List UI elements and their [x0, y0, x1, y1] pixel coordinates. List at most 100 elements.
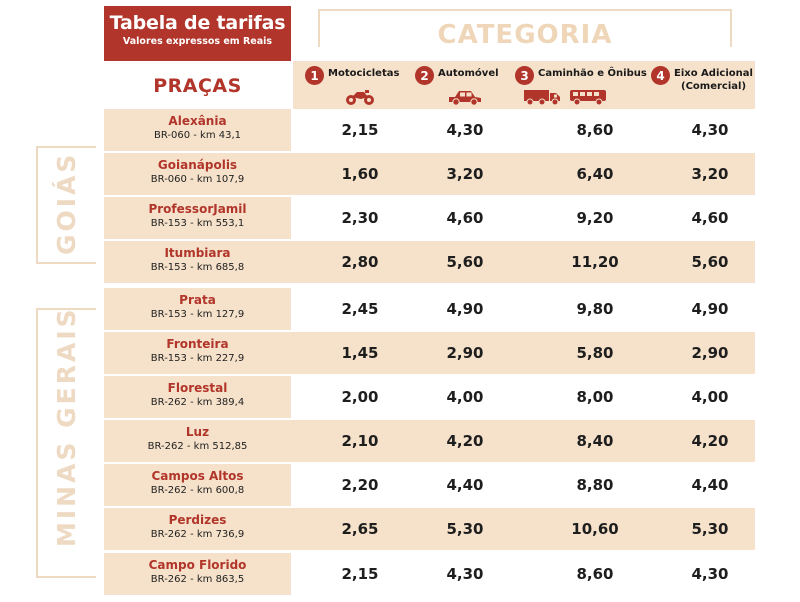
motorcycle-icon: [346, 90, 374, 105]
table-row: Prata BR-153 - km 127,9 2,45 4,90 9,80 4…: [104, 288, 755, 330]
goias-bracket-line: [36, 146, 38, 264]
category-eixo-adicional: 4 Eixo Adicional (Comercial): [651, 61, 755, 109]
tariff-automovel: 5,60: [446, 253, 484, 271]
place-cell: Campos Altos BR-262 - km 600,8: [104, 464, 291, 506]
place-cell: Campo Florido BR-262 - km 863,5: [104, 553, 291, 595]
city-name: ProfessorJamil: [148, 202, 247, 216]
city-name: Campo Florido: [148, 558, 247, 572]
tariff-caminhao-onibus: 10,60: [571, 520, 619, 538]
tariff-motocicletas: 2,30: [341, 209, 379, 227]
tariff-caminhao-onibus: 8,60: [576, 121, 614, 139]
tariff-automovel: 2,90: [446, 344, 484, 362]
category-title: CATEGORIA: [437, 20, 613, 50]
mg-bracket-line: [36, 308, 38, 578]
truck-icon: [524, 90, 560, 106]
tariff-motocicletas: 2,65: [341, 520, 379, 538]
city-name: Fronteira: [166, 337, 229, 351]
tariff-eixo-adicional: 5,60: [691, 253, 729, 271]
place-cell: Florestal BR-262 - km 389,4: [104, 376, 291, 418]
tariff-motocicletas: 2,45: [341, 300, 379, 318]
tariff-motocicletas: 1,60: [341, 165, 379, 183]
road-km: BR-262 - km 600,8: [150, 485, 245, 496]
table-row: Itumbiara BR-153 - km 685,8 2,80 5,60 11…: [104, 241, 755, 283]
tariff-eixo-adicional: 2,90: [691, 344, 729, 362]
car-icon: [449, 91, 481, 106]
city-name: Alexânia: [168, 114, 227, 128]
category-number: 2: [415, 66, 434, 85]
tariff-automovel: 4,90: [446, 300, 484, 318]
city-name: Prata: [179, 293, 216, 307]
road-km: BR-262 - km 736,9: [150, 529, 245, 540]
tariff-caminhao-onibus: 9,80: [576, 300, 614, 318]
tariff-motocicletas: 2,20: [341, 476, 379, 494]
goias-bracket-top: [36, 146, 96, 148]
category-number: 4: [651, 66, 670, 85]
title-box: Tabela de tarifas Valores expressos em R…: [104, 6, 291, 61]
table-row: Goianápolis BR-060 - km 107,9 1,60 3,20 …: [104, 153, 755, 195]
category-number: 1: [305, 66, 324, 85]
place-cell: Itumbiara BR-153 - km 685,8: [104, 241, 291, 283]
tariff-eixo-adicional: 4,20: [691, 432, 729, 450]
tariff-caminhao-onibus: 8,80: [576, 476, 614, 494]
road-km: BR-060 - km 43,1: [153, 130, 242, 141]
tariff-automovel: 3,20: [446, 165, 484, 183]
tariff-motocicletas: 2,00: [341, 388, 379, 406]
tariff-motocicletas: 1,45: [341, 344, 379, 362]
goias-bracket-bottom: [36, 262, 96, 264]
table-row: Florestal BR-262 - km 389,4 2,00 4,00 8,…: [104, 376, 755, 418]
tariff-eixo-adicional: 3,20: [691, 165, 729, 183]
tariff-caminhao-onibus: 8,60: [576, 565, 614, 583]
tariff-automovel: 4,20: [446, 432, 484, 450]
road-km: BR-153 - km 553,1: [150, 218, 245, 229]
category-motocicletas: 1 Motocicletas: [305, 61, 405, 109]
tariff-eixo-adicional: 4,00: [691, 388, 729, 406]
tariff-motocicletas: 2,10: [341, 432, 379, 450]
road-km: BR-153 - km 685,8: [150, 262, 245, 273]
table-row: Campo Florido BR-262 - km 863,5 2,15 4,3…: [104, 553, 755, 595]
city-name: Campos Altos: [151, 469, 244, 483]
category-header-band: 1 Motocicletas 2 Automóvel 3 Caminhão e …: [293, 61, 755, 109]
state-label-goias: GOIÁS: [52, 151, 81, 255]
place-cell: Fronteira BR-153 - km 227,9: [104, 332, 291, 374]
tariff-automovel: 4,30: [446, 121, 484, 139]
category-label: Automóvel: [438, 68, 499, 79]
road-km: BR-262 - km 389,4: [150, 397, 245, 408]
tariff-eixo-adicional: 5,30: [691, 520, 729, 538]
road-km: BR-262 - km 863,5: [150, 574, 245, 585]
table-subtitle: Valores expressos em Reais: [122, 36, 273, 47]
tariff-caminhao-onibus: 8,00: [576, 388, 614, 406]
tariff-eixo-adicional: 4,40: [691, 476, 729, 494]
place-cell: Prata BR-153 - km 127,9: [104, 288, 291, 330]
place-cell: ProfessorJamil BR-153 - km 553,1: [104, 197, 291, 239]
table-title: Tabela de tarifas: [109, 12, 286, 34]
tariff-automovel: 4,40: [446, 476, 484, 494]
place-cell: Perdizes BR-262 - km 736,9: [104, 508, 291, 550]
bus-icon: [570, 90, 606, 106]
category-caminhao-onibus: 3 Caminhão e Ônibus: [515, 61, 655, 109]
place-cell: Alexânia BR-060 - km 43,1: [104, 109, 291, 151]
pracas-header: PRAÇAS: [153, 75, 242, 97]
place-cell: Luz BR-262 - km 512,85: [104, 420, 291, 462]
table-row: Campos Altos BR-262 - km 600,8 2,20 4,40…: [104, 464, 755, 506]
tariff-eixo-adicional: 4,30: [691, 565, 729, 583]
tariff-automovel: 5,30: [446, 520, 484, 538]
state-label-minas-gerais: MINAS GERAIS: [52, 306, 81, 548]
mg-bracket-top: [36, 308, 96, 310]
tariff-caminhao-onibus: 6,40: [576, 165, 614, 183]
table-row: Alexânia BR-060 - km 43,1 2,15 4,30 8,60…: [104, 109, 755, 151]
table-row: Luz BR-262 - km 512,85 2,10 4,20 8,40 4,…: [104, 420, 755, 462]
tariff-eixo-adicional: 4,60: [691, 209, 729, 227]
city-name: Itumbiara: [164, 246, 231, 260]
tariff-motocicletas: 2,80: [341, 253, 379, 271]
table-row: ProfessorJamil BR-153 - km 553,1 2,30 4,…: [104, 197, 755, 239]
table-row: Fronteira BR-153 - km 227,9 1,45 2,90 5,…: [104, 332, 755, 374]
mg-bracket-bottom: [36, 576, 96, 578]
place-cell: Goianápolis BR-060 - km 107,9: [104, 153, 291, 195]
tariff-automovel: 4,30: [446, 565, 484, 583]
tariff-automovel: 4,60: [446, 209, 484, 227]
city-name: Perdizes: [168, 513, 227, 527]
category-label: Caminhão e Ônibus: [538, 68, 647, 79]
road-km: BR-060 - km 107,9: [150, 174, 245, 185]
city-name: Luz: [185, 425, 210, 439]
category-number: 3: [515, 66, 534, 85]
